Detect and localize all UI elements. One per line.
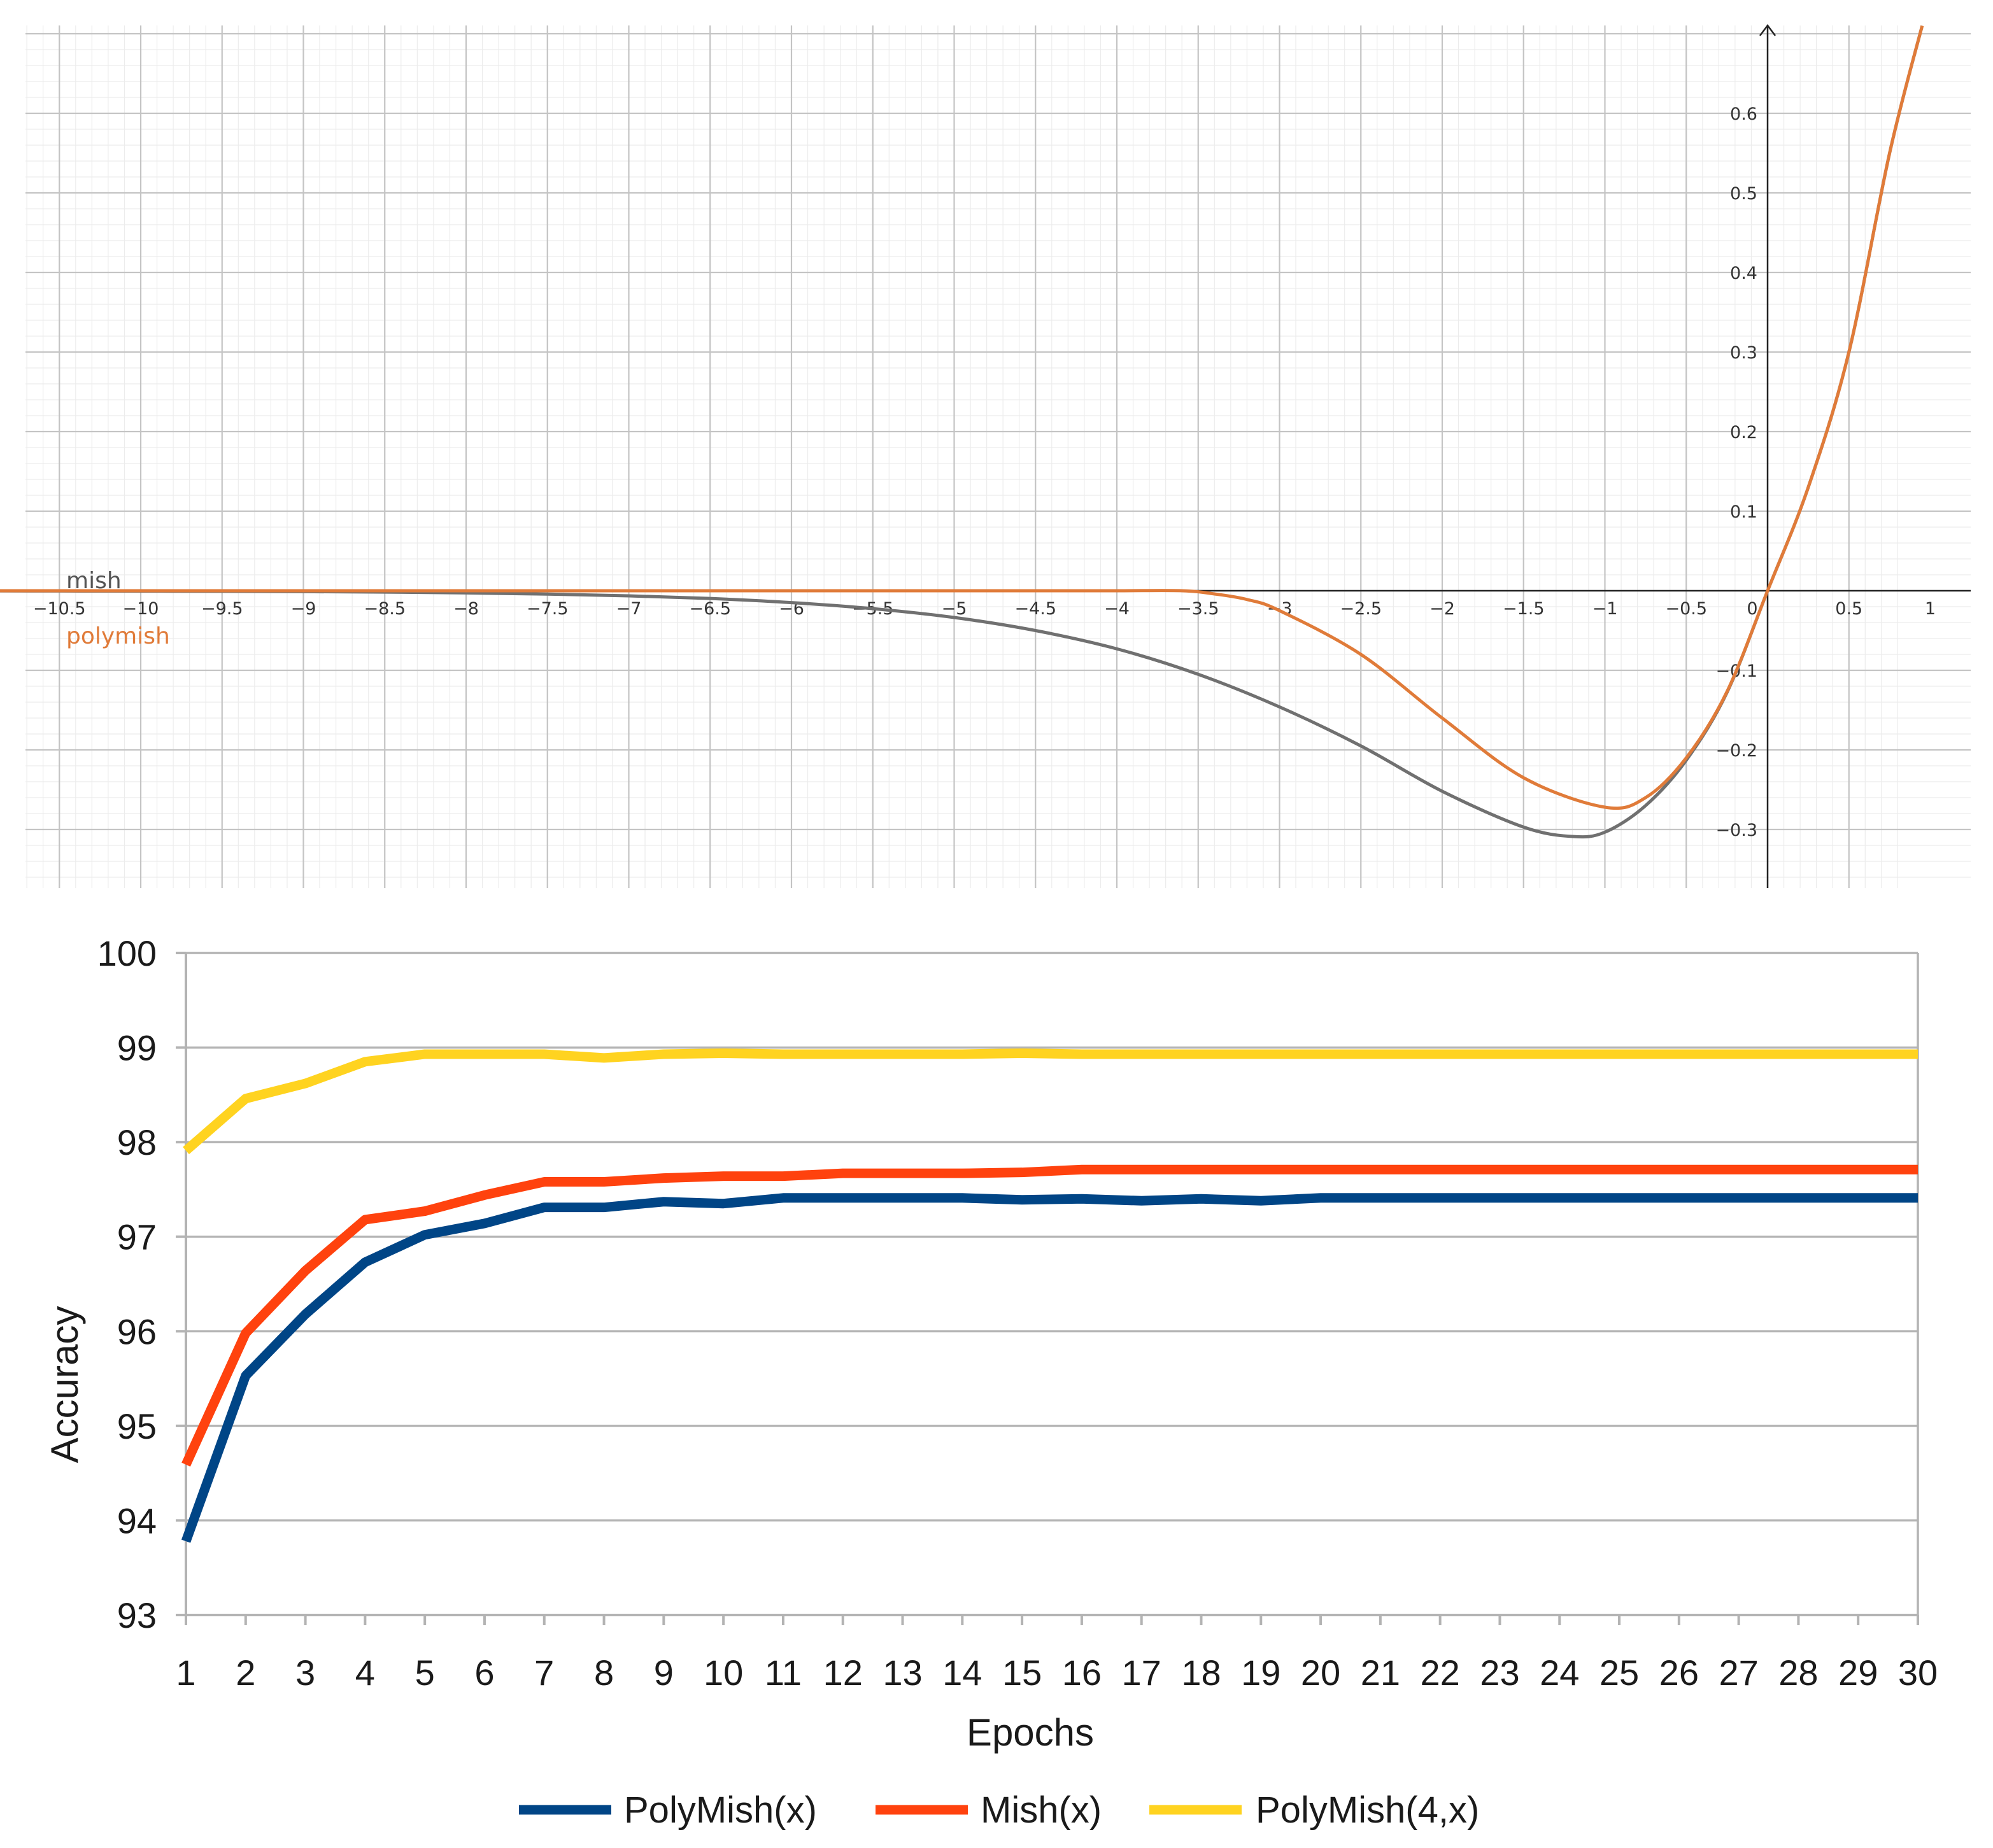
x-tick-label: 12: [823, 1653, 863, 1693]
function-curves: [0, 25, 1924, 839]
x-tick-label: −4: [1104, 599, 1130, 619]
x-tick-labels: −10.5 −10 −9.5 −9 −8.5 −8 −7.5 −7 −6.5 −6 −5.5 −5 −4…: [33, 599, 1936, 619]
x-tick-label: 1: [1925, 599, 1936, 619]
x-tick-label: −2: [1429, 599, 1455, 619]
y-tick-label: 100: [97, 933, 157, 973]
x-tick-label: −10: [123, 599, 159, 619]
y-tick-label: 96: [117, 1311, 157, 1351]
x-tick-label: −4.5: [1014, 599, 1056, 619]
x-tick-label: 30: [1898, 1653, 1938, 1693]
x-tick-label: 1: [176, 1653, 195, 1693]
x-tick-label: 8: [594, 1653, 614, 1693]
x-tick-label: 28: [1778, 1653, 1818, 1693]
x-tick-label: 23: [1480, 1653, 1519, 1693]
series-label-polymish: polymish: [66, 623, 170, 649]
x-tick-label: −7: [616, 599, 642, 619]
y-tick-label: 99: [117, 1028, 157, 1068]
minor-grid: [25, 25, 1971, 888]
y-tick-label: 95: [117, 1406, 157, 1446]
legend-label: PolyMish(4,x): [1256, 1789, 1479, 1831]
x-tick-label: −1.5: [1503, 599, 1545, 619]
x-tick-label: 24: [1540, 1653, 1579, 1693]
x-tick-labels: 1 2 3 4 5 6 7 8 9 10 11 12 13 14 15 16 17 18 19 20 21 22 23 24 2…: [176, 1653, 1938, 1693]
axes: [176, 952, 1919, 1625]
x-tick-label: −3.5: [1177, 599, 1219, 619]
x-tick-label: −9: [291, 599, 316, 619]
x-tick-label: −8.5: [364, 599, 406, 619]
y-tick-label: 0.6: [1730, 104, 1757, 124]
y-axis-title: Accuracy: [43, 1306, 86, 1464]
x-tick-label: 29: [1838, 1653, 1878, 1693]
y-tick-label: 93: [117, 1595, 157, 1635]
legend: PolyMish(x) Mish(x) PolyMish(4,x): [519, 1789, 1479, 1831]
y-tick-label: −0.3: [1715, 821, 1757, 840]
y-tick-label: 0.2: [1730, 423, 1757, 442]
y-tick-label: 98: [117, 1122, 157, 1162]
x-tick-label: 6: [474, 1653, 494, 1693]
accuracy-lines: [181, 1048, 1918, 1543]
y-tick-label: 94: [117, 1500, 157, 1541]
x-tick-label: −10.5: [33, 599, 86, 619]
x-tick-label: 17: [1122, 1653, 1161, 1693]
y-tick-label: 97: [117, 1217, 157, 1257]
x-tick-label: 9: [654, 1653, 674, 1693]
x-tick-label: 20: [1301, 1653, 1340, 1693]
x-tick-label: 10: [704, 1653, 743, 1693]
legend-item-polymish-x: PolyMish(x): [519, 1789, 817, 1831]
x-tick-label: 3: [295, 1653, 315, 1693]
legend-item-polymish-4-x: PolyMish(4,x): [1149, 1789, 1479, 1831]
x-tick-label: −8: [453, 599, 479, 619]
legend-label: PolyMish(x): [624, 1789, 817, 1831]
x-tick-label: 11: [765, 1653, 802, 1693]
y-tick-label: 0.4: [1730, 264, 1757, 283]
x-tick-label: 27: [1719, 1653, 1758, 1693]
series-line-polymish-x: [181, 1193, 1918, 1543]
y-tick-label: 0.5: [1730, 184, 1757, 204]
y-tick-label: 0.1: [1730, 502, 1757, 522]
x-tick-label: 7: [534, 1653, 554, 1693]
x-tick-label: −9.5: [201, 599, 243, 619]
x-tick-label: 13: [883, 1653, 922, 1693]
x-tick-label: 2: [236, 1653, 255, 1693]
x-tick-label: 16: [1062, 1653, 1102, 1693]
x-tick-label: 0.5: [1835, 599, 1862, 619]
x-tick-label: 18: [1181, 1653, 1221, 1693]
y-tick-label: −0.2: [1715, 741, 1757, 761]
x-tick-label: 14: [942, 1653, 982, 1693]
series-label-mish: mish: [66, 568, 122, 594]
legend-item-mish-x: Mish(x): [876, 1789, 1102, 1831]
y-tick-labels: 0.60.50.40.30.20.1−0.1−0.2−0.3: [1715, 104, 1757, 840]
y-axis-arrow-icon: [1759, 24, 1776, 36]
x-tick-label: −2.5: [1340, 599, 1382, 619]
x-tick-label: 0: [1747, 599, 1757, 619]
x-tick-label: 25: [1599, 1653, 1639, 1693]
legend-label: Mish(x): [981, 1789, 1102, 1831]
x-tick-label: 19: [1241, 1653, 1280, 1693]
x-tick-label: −6.5: [689, 599, 731, 619]
x-tick-label: 4: [355, 1653, 375, 1693]
x-tick-label: 21: [1361, 1653, 1400, 1693]
y-tick-labels: 93 94 95 96 97 98 99 100: [97, 933, 157, 1635]
x-tick-label: 26: [1659, 1653, 1699, 1693]
series-line-mish-x: [181, 1164, 1918, 1467]
activation-function-plot: −10.5 −10 −9.5 −9 −8.5 −8 −7.5 −7 −6.5 −6 −5.5 −5 −4…: [0, 24, 1971, 888]
series-line-polymish: [0, 25, 1924, 810]
x-tick-label: −7.5: [527, 599, 569, 619]
x-tick-label: 22: [1421, 1653, 1460, 1693]
x-axis-title: Epochs: [967, 1711, 1094, 1754]
series-line-polymish-4-x: [183, 1048, 1918, 1155]
x-tick-label: −1: [1592, 599, 1618, 619]
x-tick-label: 5: [415, 1653, 435, 1693]
x-tick-label: −0.5: [1665, 599, 1707, 619]
y-tick-label: 0.3: [1730, 343, 1757, 363]
x-tick-label: 15: [1002, 1653, 1042, 1693]
